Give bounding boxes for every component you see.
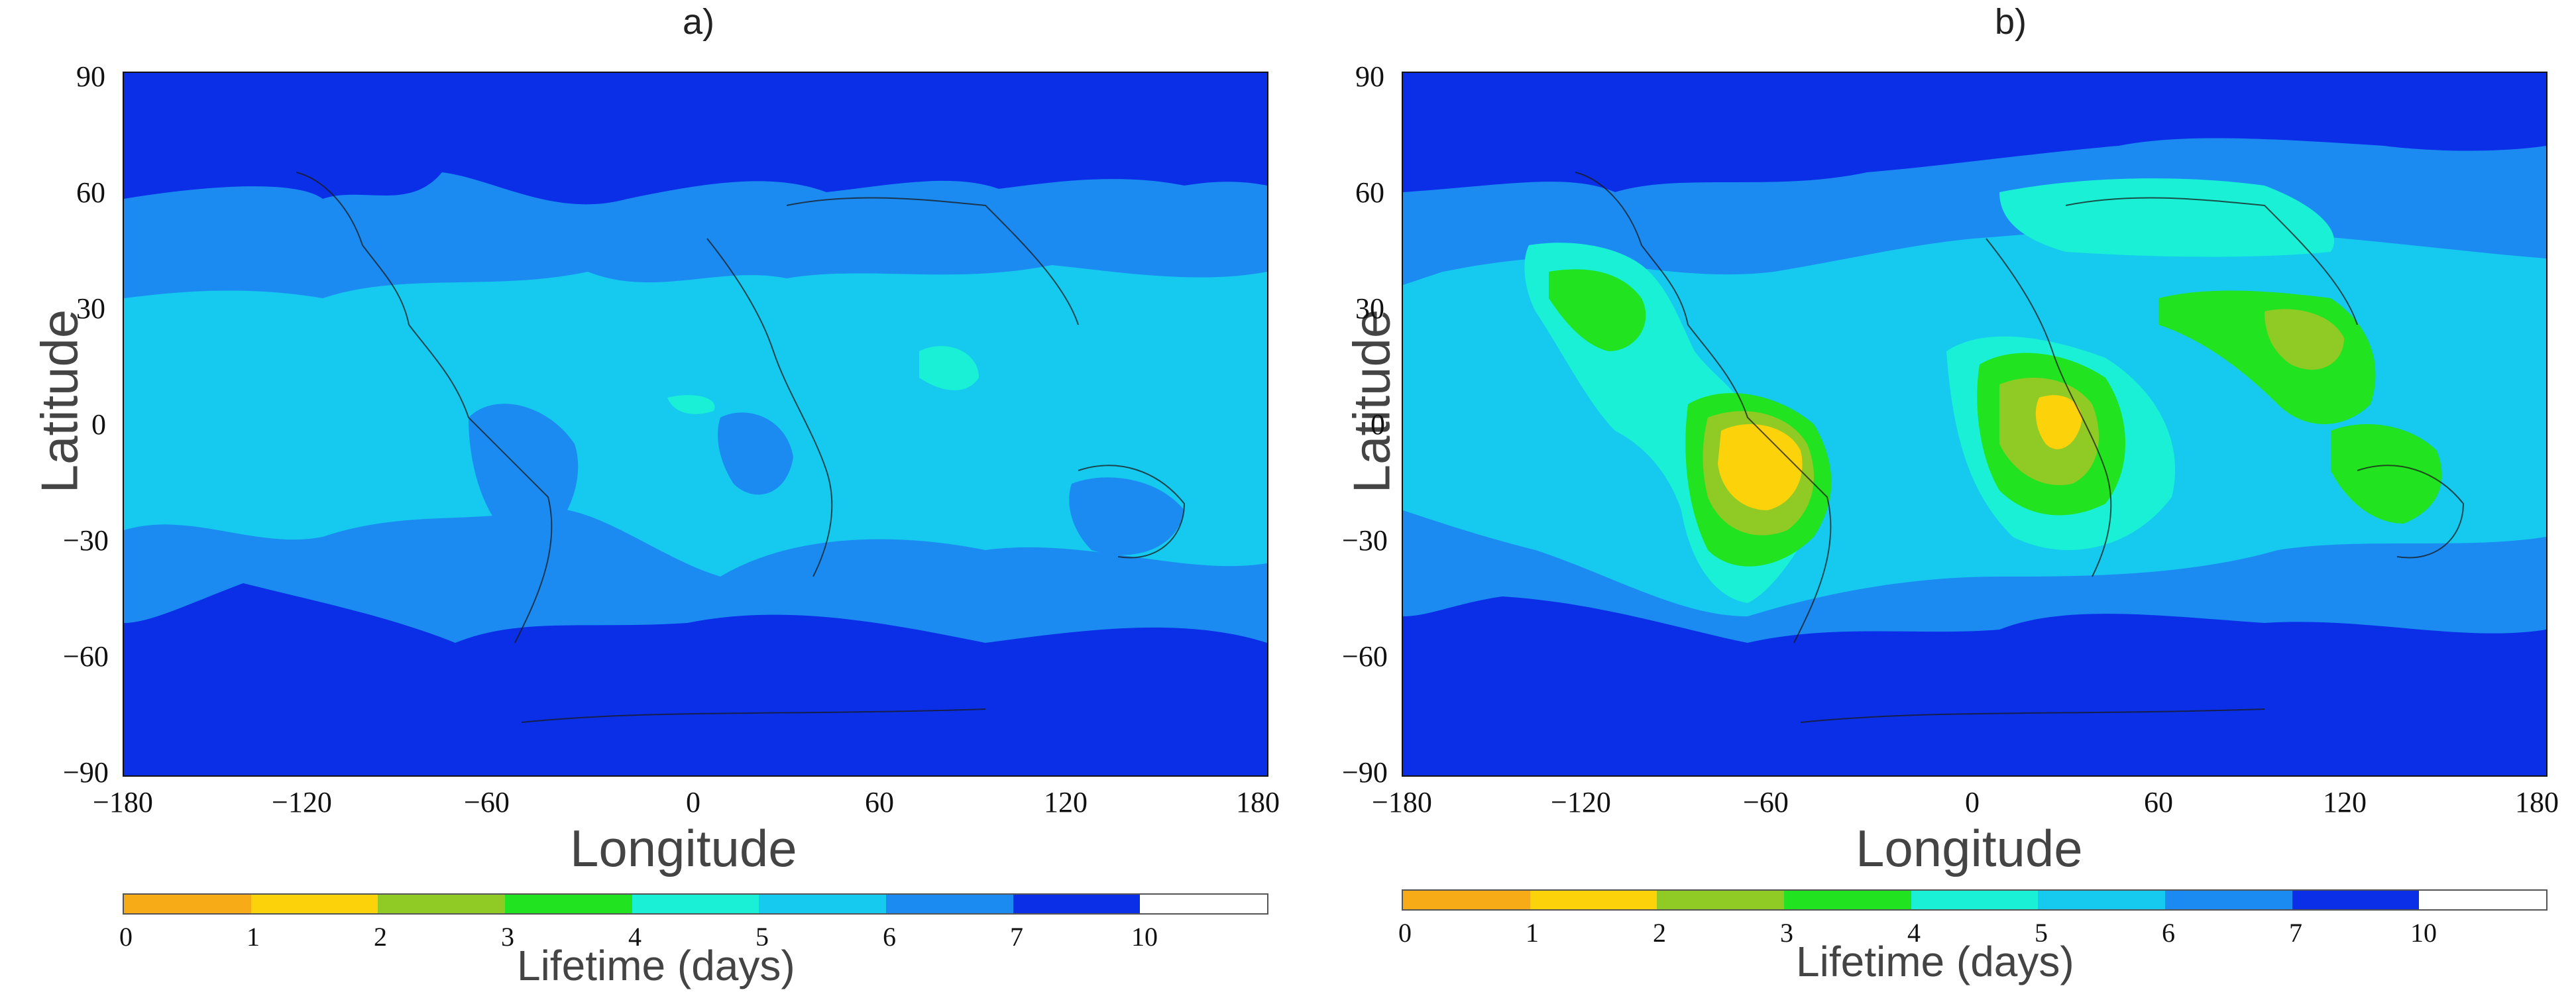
colorbar-seg	[251, 895, 378, 913]
panel-b-xtick: −60	[1743, 786, 1789, 818]
colorbar-tick: 6	[883, 922, 896, 952]
panel-b-yellow-sa	[1718, 424, 1803, 510]
panel-a-xtick: −60	[464, 786, 510, 818]
panel-a-ytick: 30	[76, 292, 105, 325]
panel-a-colorbar	[123, 893, 1268, 915]
colorbar-seg	[886, 895, 1013, 913]
panel-b-xtick: 180	[2515, 786, 2559, 818]
colorbar-seg	[1140, 895, 1268, 913]
panel-a-coastlines	[296, 172, 1186, 723]
panel-a-ytick: −60	[63, 640, 109, 673]
colorbar-tick: 2	[1653, 918, 1666, 948]
panel-b-map-svg	[1403, 138, 2546, 723]
panel-a-xtick: 0	[686, 786, 700, 818]
colorbar-tick: 6	[2162, 918, 2175, 948]
colorbar-tick: 1	[247, 922, 260, 952]
colorbar-tick: 0	[1398, 918, 1412, 948]
colorbar-tick: 4	[1907, 918, 1921, 948]
panel-b-ytick: −60	[1342, 640, 1388, 673]
panel-b-yellow-af	[2035, 395, 2082, 449]
colorbar-seg	[505, 895, 632, 913]
colorbar-tick: 10	[2410, 918, 2437, 948]
panel-a-xtick: −120	[272, 786, 332, 818]
panel-a-ytick: 0	[91, 408, 106, 441]
panel-a-ytick: 60	[76, 176, 105, 209]
colorbar-seg	[759, 895, 887, 913]
colorbar-tick: 5	[756, 922, 769, 952]
panel-a-xtick: −180	[93, 786, 153, 818]
colorbar-tick: 10	[1131, 922, 1158, 952]
panel-a-label: a)	[683, 2, 715, 42]
colorbar-seg	[1784, 891, 1911, 909]
panel-a-map-svg	[124, 172, 1267, 723]
colorbar-seg	[378, 895, 506, 913]
panel-b-colorbar-title: Lifetime (days)	[1796, 938, 2074, 985]
panel-b-ytick: 0	[1371, 408, 1385, 441]
panel-b-xtick: −180	[1372, 786, 1432, 818]
panel-b-coastlines	[1575, 172, 2465, 723]
panel-b-ytick: 60	[1355, 176, 1384, 209]
colorbar-tick: 0	[119, 922, 133, 952]
panel-b-ytick: −90	[1342, 756, 1388, 789]
panel-b-ytick: 30	[1355, 292, 1384, 325]
panel-a-band-5-6	[124, 265, 1267, 577]
colorbar-seg	[1403, 891, 1530, 909]
panel-a-ytick: 90	[76, 60, 105, 93]
colorbar-tick: 7	[1010, 922, 1023, 952]
colorbar-seg	[124, 895, 251, 913]
panel-a-map	[123, 72, 1268, 777]
panel-b-xlabel: Longitude	[1856, 819, 2083, 877]
panel-b-green-au	[2331, 424, 2442, 524]
panel-b-xtick: 120	[2323, 786, 2367, 818]
colorbar-seg	[2419, 891, 2547, 909]
panel-a-xlabel: Longitude	[570, 819, 797, 877]
panel-b-xtick: −120	[1551, 786, 1611, 818]
panel-a-patch-light-2	[667, 395, 715, 414]
panel-a-colorbar-title: Lifetime (days)	[517, 942, 795, 989]
colorbar-tick: 3	[501, 922, 514, 952]
panel-b-label: b)	[1995, 2, 2027, 42]
panel-a-ytick: −30	[63, 524, 109, 557]
colorbar-seg	[632, 895, 759, 913]
colorbar-tick: 5	[2035, 918, 2048, 948]
colorbar-seg	[1657, 891, 1785, 909]
colorbar-tick: 2	[374, 922, 387, 952]
colorbar-tick: 3	[1780, 918, 1793, 948]
panel-b-ytick: −30	[1342, 524, 1388, 557]
panel-b-colorbar	[1402, 889, 2548, 911]
colorbar-tick: 4	[628, 922, 642, 952]
panel-b-olive-asia	[2265, 309, 2344, 370]
panel-a-xtick: 60	[865, 786, 894, 818]
panel-b-xtick: 0	[1965, 786, 1980, 818]
colorbar-seg	[1530, 891, 1657, 909]
colorbar-seg	[2038, 891, 2166, 909]
colorbar-seg	[1013, 895, 1141, 913]
panel-b-xtick: 60	[2144, 786, 2173, 818]
panel-a-xtick: 180	[1236, 786, 1280, 818]
panel-a-xtick: 120	[1044, 786, 1088, 818]
panel-a-patch-af	[718, 412, 793, 495]
colorbar-tick: 1	[1526, 918, 1539, 948]
panel-a-ytick: −90	[63, 756, 109, 789]
colorbar-seg	[1911, 891, 2039, 909]
colorbar-tick: 7	[2289, 918, 2302, 948]
panel-b-map	[1402, 72, 2548, 777]
panel-b-band-4-5-c	[1999, 178, 2335, 257]
panel-b-green-na	[1549, 269, 1646, 351]
colorbar-seg	[2292, 891, 2420, 909]
panel-b-ytick: 90	[1355, 60, 1384, 93]
colorbar-seg	[2165, 891, 2292, 909]
panel-a-patch-light-1	[919, 346, 979, 390]
panel-a-patch-au	[1069, 477, 1184, 555]
